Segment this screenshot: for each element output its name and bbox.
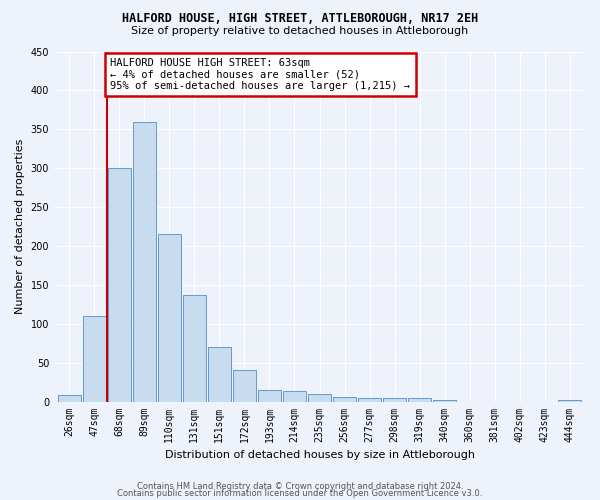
Text: Contains HM Land Registry data © Crown copyright and database right 2024.: Contains HM Land Registry data © Crown c…: [137, 482, 463, 491]
Bar: [308, 394, 331, 402]
Bar: [333, 397, 356, 402]
Text: HALFORD HOUSE, HIGH STREET, ATTLEBOROUGH, NR17 2EH: HALFORD HOUSE, HIGH STREET, ATTLEBOROUGH…: [122, 12, 478, 26]
Bar: [258, 390, 281, 402]
Bar: [383, 398, 406, 402]
Bar: [358, 398, 381, 402]
Bar: [283, 392, 306, 402]
Bar: [83, 316, 106, 402]
Bar: [158, 234, 181, 402]
Bar: [208, 347, 231, 402]
Bar: [559, 400, 581, 402]
Bar: [183, 295, 206, 402]
Bar: [58, 396, 80, 402]
Text: Contains public sector information licensed under the Open Government Licence v3: Contains public sector information licen…: [118, 489, 482, 498]
Bar: [408, 398, 431, 402]
Bar: [433, 400, 456, 402]
Bar: [133, 122, 156, 402]
Bar: [107, 168, 131, 402]
X-axis label: Distribution of detached houses by size in Attleborough: Distribution of detached houses by size …: [164, 450, 475, 460]
Y-axis label: Number of detached properties: Number of detached properties: [15, 139, 25, 314]
Text: HALFORD HOUSE HIGH STREET: 63sqm
← 4% of detached houses are smaller (52)
95% of: HALFORD HOUSE HIGH STREET: 63sqm ← 4% of…: [110, 58, 410, 91]
Text: Size of property relative to detached houses in Attleborough: Size of property relative to detached ho…: [131, 26, 469, 36]
Bar: [233, 370, 256, 402]
